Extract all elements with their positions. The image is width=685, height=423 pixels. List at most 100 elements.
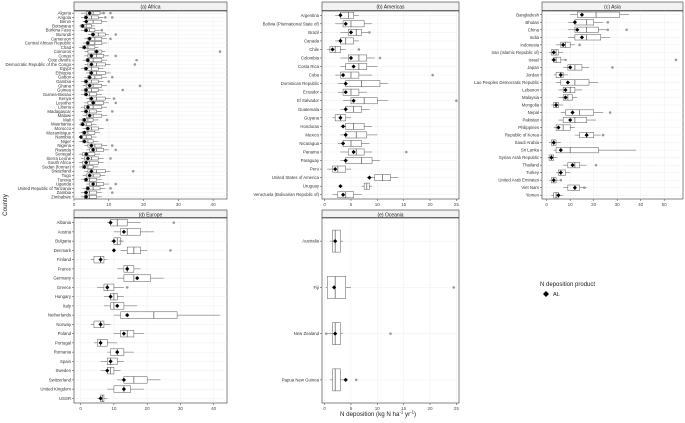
box: [85, 83, 103, 88]
category-label: USSR: [59, 396, 71, 401]
al-diamond: [84, 79, 89, 84]
al-diamond: [84, 15, 89, 20]
box: [342, 140, 362, 147]
category-label: Finland: [57, 257, 72, 262]
outlier-point: [405, 150, 408, 154]
outlier-point: [452, 286, 456, 289]
al-diamond: [125, 313, 130, 318]
al-diamond: [98, 396, 103, 401]
box: [123, 376, 148, 384]
al-diamond: [340, 124, 346, 129]
category-label: Mozambique: [46, 130, 71, 135]
category-label: Indonesia: [520, 42, 539, 47]
category-label: Swaziland: [51, 169, 71, 174]
al-diamond: [556, 193, 561, 198]
category-label: Central African Republic: [25, 41, 72, 46]
al-diamond: [108, 294, 113, 299]
outlier-point: [109, 187, 112, 190]
al-diamond: [105, 285, 110, 290]
plot-area: [321, 217, 460, 404]
category-label: Turkey: [526, 170, 540, 175]
al-diamond: [551, 57, 556, 62]
al-diamond: [343, 377, 348, 382]
al-diamond: [579, 12, 585, 17]
outlier-point: [112, 97, 116, 100]
category-label: Albania: [57, 220, 72, 225]
panel-strip: [73, 209, 228, 218]
al-diamond: [572, 20, 577, 25]
panel-title: (b) Americas: [376, 4, 405, 10]
tick-label-x: 0: [323, 406, 326, 411]
al-diamond: [91, 147, 96, 152]
category-label: Liberia: [58, 105, 72, 110]
tick-label-x: 0: [79, 406, 82, 411]
al-diamond: [121, 229, 126, 234]
tick-label-x: 20: [427, 406, 433, 411]
category-label: Republic of Korea: [505, 133, 540, 138]
panel-europe: (d) Europe 0 10 20 30 40 Albania Austria Bulgari…: [40, 209, 228, 411]
category-label: Argentina: [301, 13, 320, 18]
al-diamond: [554, 102, 559, 108]
box: [82, 152, 96, 156]
outlier-point: [606, 20, 610, 24]
category-label: Ghana: [58, 83, 72, 88]
panel-americas: (b) Americas 0 5 10 15 20 25 Argentina Bolivia (…: [253, 1, 459, 207]
al-diamond: [84, 152, 89, 157]
category-label: Mali: [63, 117, 71, 122]
al-diamond: [84, 109, 89, 114]
category-label: Sri Lanka: [521, 148, 540, 153]
category-label: Chile: [309, 47, 319, 52]
outlier-point: [131, 169, 135, 173]
al-diamond: [348, 30, 354, 35]
category-label: Zambia: [57, 190, 72, 195]
category-label: Jordan: [526, 72, 540, 77]
category-label: Kenya: [59, 96, 72, 101]
category-label: Denmark: [54, 248, 72, 253]
legend-diamond-icon: [543, 291, 549, 297]
category-label: Sierra Leone: [46, 156, 71, 161]
al-diamond: [333, 239, 338, 244]
al-diamond: [561, 42, 566, 47]
al-diamond: [115, 350, 120, 355]
panel-africa: (a) Africa 0 10 20 30 40 AlgeriaAngolaBeninBot…: [6, 1, 228, 207]
box: [85, 19, 103, 24]
al-diamond: [87, 83, 92, 88]
category-label: Uruguay: [303, 184, 320, 189]
plot-area: [73, 217, 228, 404]
category-label: Iran (Islamic Republic of): [491, 50, 539, 55]
outlier-point: [578, 43, 581, 47]
outlier-point: [114, 54, 118, 58]
al-diamond: [84, 28, 89, 33]
category-label: Spain: [60, 359, 72, 364]
outlier-point: [110, 191, 114, 194]
category-label: Chad: [61, 45, 72, 50]
category-label: Burkina Faso: [46, 28, 72, 33]
tick-label-x: 15: [401, 202, 407, 207]
al-diamond: [82, 164, 87, 170]
al-diamond: [565, 80, 570, 85]
category-label: Nigeria: [57, 143, 71, 148]
al-diamond: [89, 96, 94, 101]
category-label: Malawi: [58, 113, 71, 118]
category-label: Colombia: [301, 56, 320, 61]
al-diamond: [332, 285, 337, 290]
outlier-point: [135, 58, 138, 62]
outlier-point: [110, 144, 114, 147]
category-label: Pakistan: [523, 118, 540, 123]
category-label: Tunisia: [57, 177, 71, 182]
legend: N deposition product AL: [540, 282, 595, 298]
outlier-point: [107, 80, 111, 83]
al-diamond: [563, 87, 568, 93]
box: [332, 368, 341, 392]
outlier-point: [564, 58, 567, 62]
box: [327, 276, 346, 299]
al-diamond: [87, 36, 92, 41]
al-diamond: [343, 158, 348, 163]
category-label: Viet Nam: [521, 185, 539, 190]
box: [562, 87, 576, 93]
outlier-point: [138, 84, 142, 88]
box: [87, 54, 104, 58]
category-label: Nicaragua: [299, 141, 319, 146]
al-diamond: [343, 132, 348, 138]
